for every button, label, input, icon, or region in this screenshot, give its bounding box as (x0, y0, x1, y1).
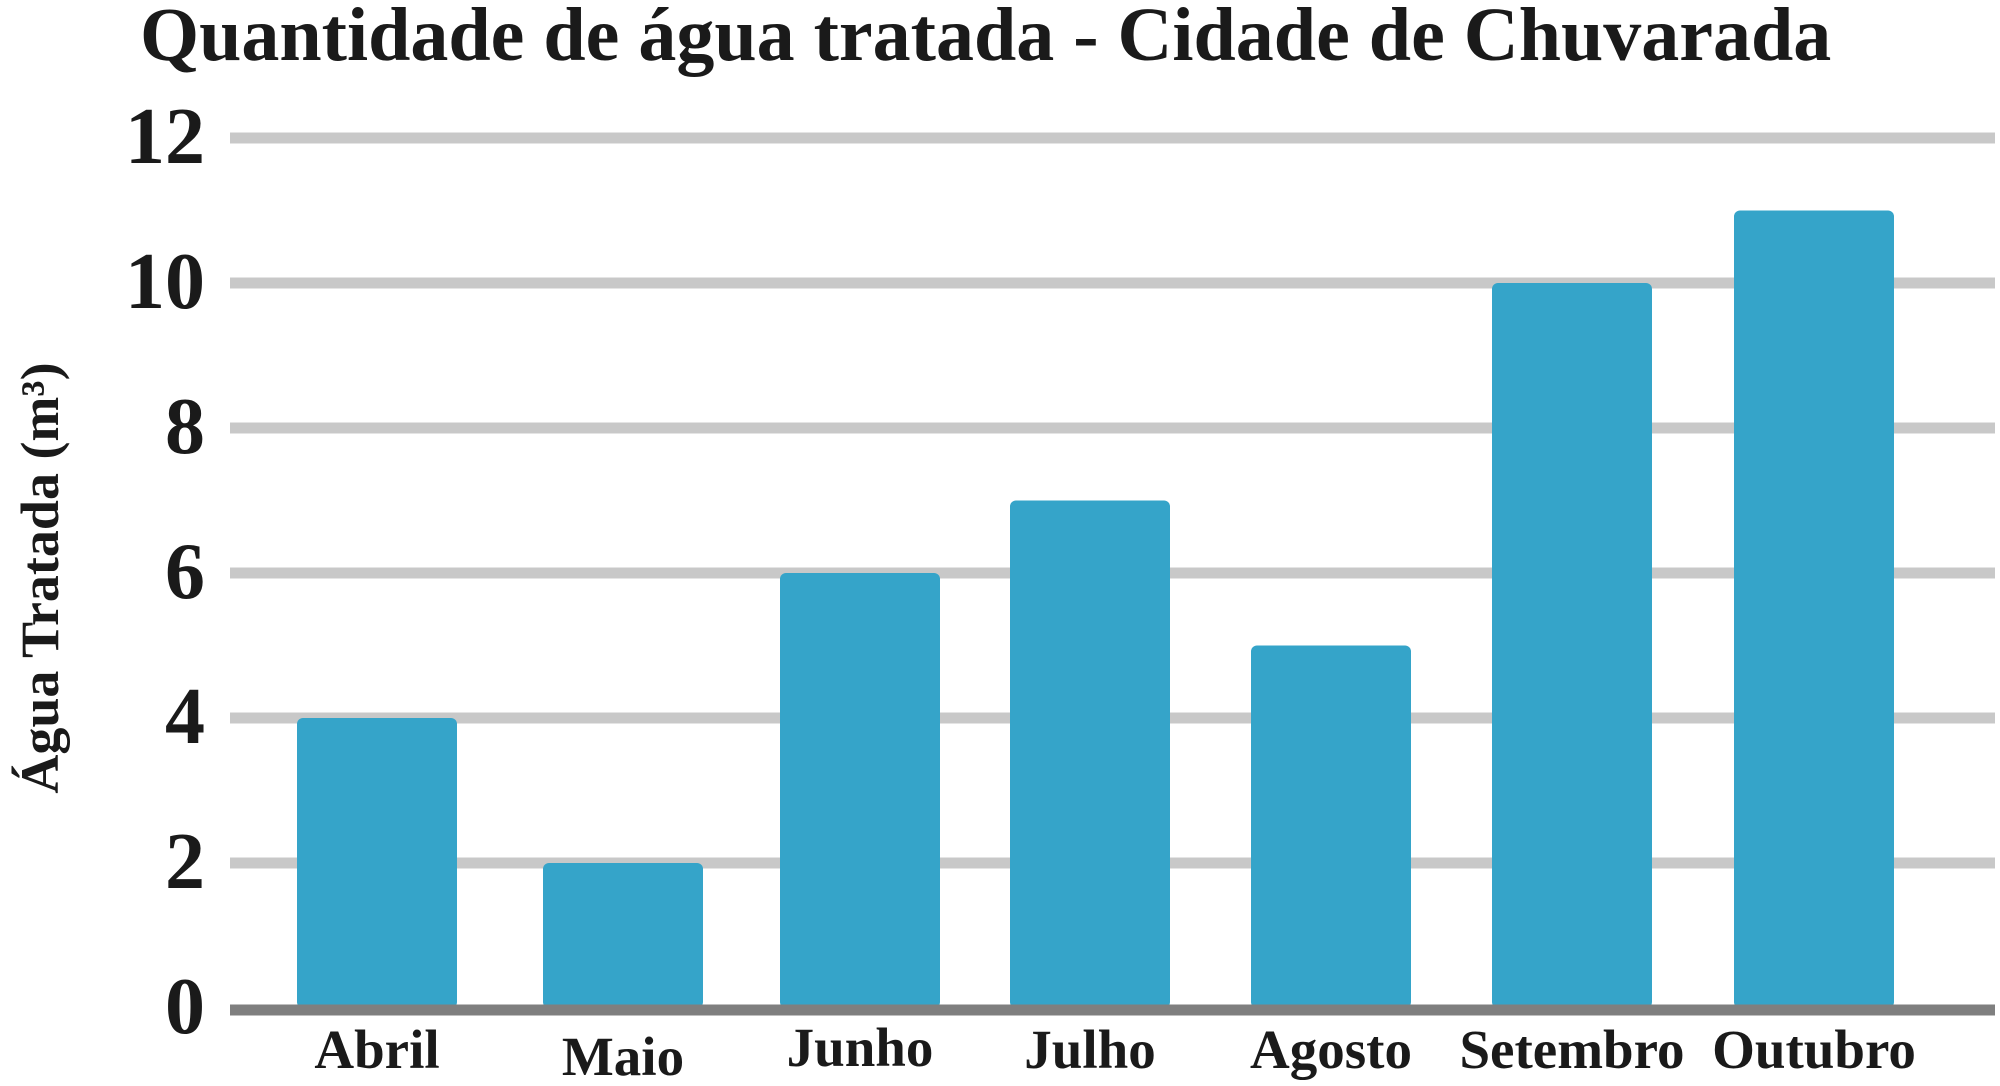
y-tick-label: 12 (125, 93, 205, 181)
y-tick-label: 0 (165, 963, 205, 1051)
bar-maio (543, 863, 703, 1008)
x-tick-label: Julho (1024, 1019, 1155, 1080)
bar-setembro (1492, 283, 1652, 1008)
y-tick-label: 2 (165, 818, 205, 906)
x-tick-label: Setembro (1459, 1019, 1684, 1080)
bar-outubro (1734, 210, 1894, 1008)
chart-title: Quantidade de água tratada - Cidade de C… (140, 0, 1832, 77)
y-tick-label: 8 (165, 383, 205, 471)
x-tick-label: Maio (562, 1026, 684, 1086)
y-tick-label: 6 (165, 528, 205, 616)
bar-junho (780, 573, 940, 1008)
x-tick-label: Outubro (1712, 1019, 1916, 1080)
bar-agosto (1251, 645, 1411, 1008)
bar-abril (297, 718, 457, 1008)
x-tick-label: Abril (314, 1019, 439, 1080)
bar-julho (1010, 500, 1170, 1008)
y-tick-label: 4 (165, 673, 205, 761)
x-tick-label: Agosto (1250, 1019, 1412, 1080)
y-tick-label: 10 (125, 238, 205, 326)
x-tick-label: Junho (787, 1017, 934, 1078)
y-axis-title: Água Tratada (m³) (10, 362, 70, 793)
